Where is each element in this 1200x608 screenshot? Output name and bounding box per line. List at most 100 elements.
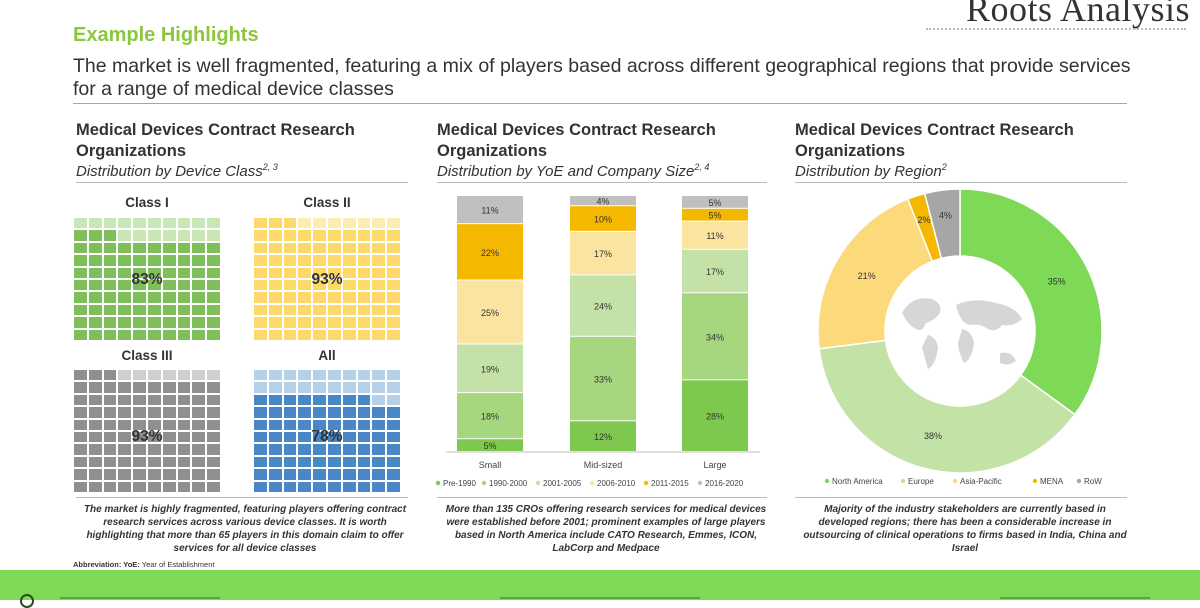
waffle-cell-class-i xyxy=(118,242,132,254)
waffle-cell-class-iii xyxy=(207,481,220,492)
waffle-cell-all xyxy=(268,456,282,468)
waffle-cell-class-ii xyxy=(372,242,386,254)
waffle-cell-class-ii xyxy=(313,255,326,266)
waffle-cell-class-ii xyxy=(254,292,267,303)
waffle-cell-all xyxy=(328,394,341,406)
waffle-cell-class-i xyxy=(88,255,102,266)
bar-segment-small-2001-2005 xyxy=(457,344,523,393)
bar-data-label: 19% xyxy=(481,364,499,374)
waffle-cell-class-i xyxy=(177,279,191,291)
waffle-cell-class-iii xyxy=(88,431,102,443)
bar-data-label: 33% xyxy=(594,375,612,385)
waffle-cell-class-ii xyxy=(298,218,312,229)
waffle-cell-all xyxy=(387,456,400,468)
waffle-cell-class-i xyxy=(74,267,87,278)
waffle-cell-class-ii xyxy=(342,255,356,266)
waffle-cell-class-iii xyxy=(88,444,102,455)
waffle-cell-class-i xyxy=(148,292,161,303)
waffle-cell-class-iii xyxy=(74,382,87,393)
waffle-cell-class-iii xyxy=(162,394,176,406)
waffle-cell-all xyxy=(283,456,297,468)
waffle-cell-class-ii xyxy=(342,218,356,229)
waffle-cell-class-i xyxy=(207,255,220,266)
waffle-cell-class-ii xyxy=(313,304,326,316)
waffle-cell-class-iii xyxy=(177,456,191,468)
waffle-cell-class-iii xyxy=(74,469,87,480)
waffle-cell-all xyxy=(372,481,386,492)
waffle-cell-class-i xyxy=(103,329,117,340)
waffle-cell-class-iii xyxy=(207,382,220,393)
waffle-cell-all xyxy=(298,407,312,418)
legend-label: 2006-2010 xyxy=(597,479,636,488)
waffle-cell-class-iii xyxy=(192,481,206,492)
waffle-cell-class-i xyxy=(133,329,146,340)
waffle-cell-class-iii xyxy=(118,456,132,468)
stacked-bar-chart: 5% 18% 19% 25% 22% 11% Small 12% 33% 24% 17% 10% 4% M… xyxy=(435,196,760,488)
waffle-cell-class-i xyxy=(162,267,176,278)
waffle-label-class-iii: Class III xyxy=(121,348,173,363)
bar-data-label: 5% xyxy=(483,441,496,451)
waffle-cell-class-i xyxy=(162,304,176,316)
waffle-cell-all xyxy=(313,481,326,492)
waffle-cell-class-iii xyxy=(148,407,161,418)
waffle-cell-class-iii xyxy=(207,370,220,381)
waffle-cell-all xyxy=(357,382,371,393)
waffle-cell-all xyxy=(357,419,371,430)
waffle-cell-class-iii xyxy=(133,370,146,381)
waffle-cell-class-ii xyxy=(283,255,297,266)
waffle-cell-class-i xyxy=(192,255,206,266)
panel-1-caption-sup: 2, 3 xyxy=(262,162,278,172)
waffle-cell-all xyxy=(328,456,341,468)
waffle-cell-class-ii xyxy=(313,230,326,241)
waffle-cell-class-iii xyxy=(207,469,220,480)
waffle-cell-all xyxy=(268,444,282,455)
roots-analysis-logo: Roots Analysis xyxy=(965,0,1190,29)
waffle-cell-class-ii xyxy=(254,267,267,278)
bar-category-label: Small xyxy=(479,460,502,470)
bar-segment-mid-sized-pre-1990 xyxy=(570,421,636,451)
waffle-cell-class-i xyxy=(74,292,87,303)
waffle-cell-class-i xyxy=(177,255,191,266)
panel-2-divider xyxy=(437,182,767,183)
waffle-cell-class-iii xyxy=(118,382,132,393)
legend-label: 1990-2000 xyxy=(489,479,528,488)
waffle-cell-all xyxy=(387,382,400,393)
donut-slice-north-america xyxy=(959,188,1103,416)
waffle-cell-class-ii xyxy=(283,304,297,316)
bar-data-label: 17% xyxy=(706,267,724,277)
waffle-cell-class-i xyxy=(192,267,206,278)
waffle-cell-all xyxy=(298,444,312,455)
waffle-cell-all xyxy=(254,419,267,430)
bar-data-label: 11% xyxy=(481,206,498,216)
waffle-cell-class-i xyxy=(207,304,220,316)
waffle-cell-all xyxy=(283,407,297,418)
waffle-cell-class-ii xyxy=(387,218,400,229)
footer-line-left xyxy=(60,597,220,599)
waffle-cell-class-i xyxy=(133,317,146,328)
waffle-cell-class-i xyxy=(103,230,117,241)
waffle-cell-class-ii xyxy=(372,317,386,328)
waffle-cell-all xyxy=(328,419,341,430)
waffle-cell-all xyxy=(268,469,282,480)
waffle-cell-all xyxy=(254,444,267,455)
waffle-cell-class-i xyxy=(103,242,117,254)
waffle-cell-class-ii xyxy=(357,317,371,328)
waffle-cell-class-ii xyxy=(298,304,312,316)
waffle-cell-class-iii xyxy=(162,481,176,492)
waffle-cell-all xyxy=(357,431,371,443)
waffle-cell-all xyxy=(283,469,297,480)
bar-segment-large-2001-2005 xyxy=(682,249,748,293)
waffle-cell-class-ii xyxy=(387,230,400,241)
footer-band xyxy=(0,570,1200,600)
waffle-cell-class-i xyxy=(133,242,146,254)
waffle-cell-class-ii xyxy=(328,218,341,229)
waffle-cell-class-ii xyxy=(372,267,386,278)
waffle-cell-class-i xyxy=(74,304,87,316)
panel-1-divider xyxy=(76,182,408,183)
waffle-cell-class-ii xyxy=(357,267,371,278)
section-subtitle: The market is well fragmented, featuring… xyxy=(73,55,1131,100)
waffle-cell-class-i xyxy=(207,267,220,278)
waffle-cell-class-i xyxy=(162,255,176,266)
panel-3-caption-sup: 2 xyxy=(941,162,947,172)
waffle-cell-class-i xyxy=(162,242,176,254)
